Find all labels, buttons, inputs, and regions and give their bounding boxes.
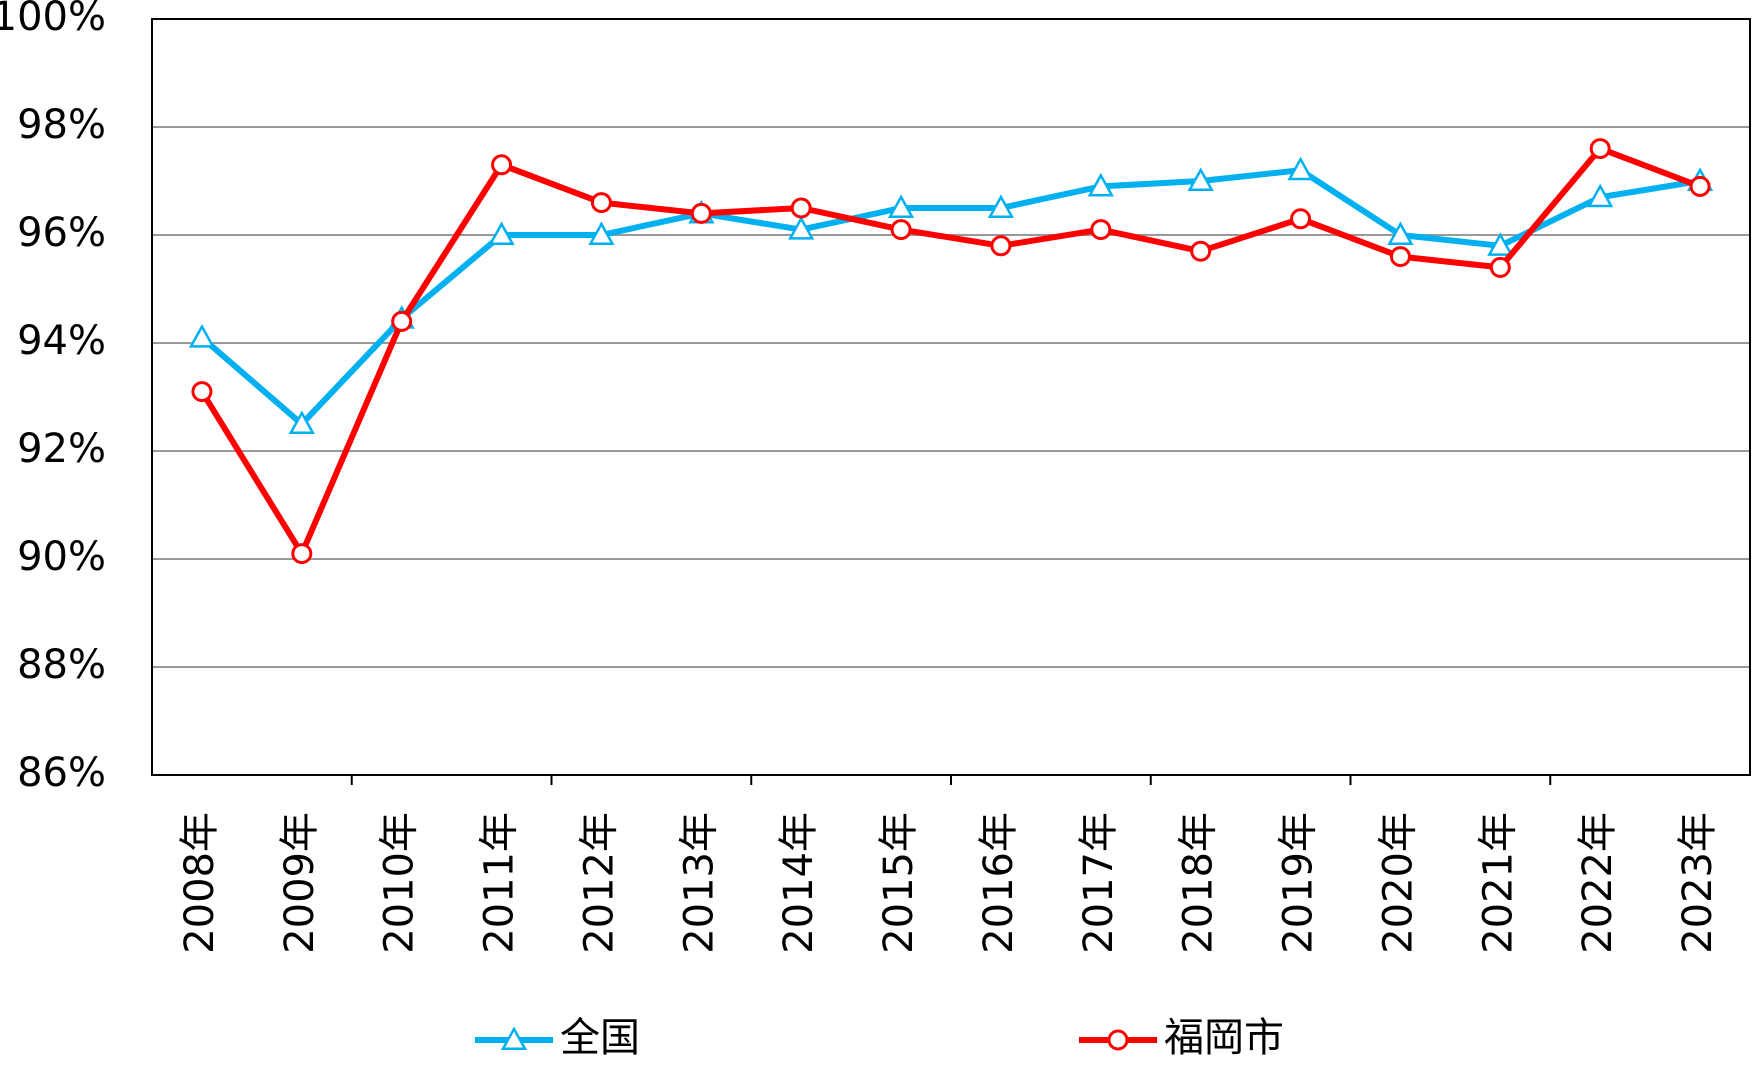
y-tick-label: 90% xyxy=(17,534,106,580)
legend-marker xyxy=(500,1026,528,1051)
x-tick-label: 2020年 xyxy=(1375,812,1421,954)
data-point xyxy=(690,202,712,224)
data-point xyxy=(1387,221,1414,246)
y-tick-label: 88% xyxy=(17,642,106,688)
data-point xyxy=(588,221,615,246)
x-tick-label: 2012年 xyxy=(576,812,622,954)
series-line xyxy=(199,167,1701,427)
series-line xyxy=(199,145,1702,557)
x-tick-label: 2013年 xyxy=(676,812,722,954)
data-point xyxy=(1487,232,1514,256)
y-tick-label: 96% xyxy=(17,210,106,256)
data-point xyxy=(1489,256,1511,278)
y-tick-label: 94% xyxy=(17,318,106,364)
data-point xyxy=(790,197,812,219)
data-point xyxy=(1190,240,1212,262)
x-tick-label: 2019年 xyxy=(1276,812,1322,954)
x-tick-label: 2021年 xyxy=(1475,812,1521,954)
legend-label: 福岡市 xyxy=(1164,1015,1284,1061)
data-point xyxy=(987,194,1015,219)
data-point xyxy=(288,410,315,435)
y-tick-label: 100% xyxy=(0,0,106,40)
x-tick-label: 2008年 xyxy=(177,812,223,954)
data-point xyxy=(788,216,815,240)
data-point xyxy=(1287,156,1314,181)
data-point xyxy=(990,235,1012,257)
x-tick-label: 2017年 xyxy=(1076,812,1122,954)
data-point xyxy=(887,194,915,219)
x-tick-label: 2010年 xyxy=(377,812,423,954)
data-point xyxy=(1290,208,1312,230)
data-point xyxy=(1087,172,1114,197)
data-point xyxy=(391,310,413,332)
plot-frame xyxy=(151,18,1751,776)
x-tick-label: 2018年 xyxy=(1176,812,1222,954)
x-tick-label: 2022年 xyxy=(1575,812,1621,954)
data-point xyxy=(188,324,216,348)
x-tick-label: 2014年 xyxy=(776,812,822,954)
data-point xyxy=(1187,167,1214,192)
data-point xyxy=(488,221,515,246)
data-point xyxy=(1689,175,1711,197)
x-tick-label: 2009年 xyxy=(277,812,323,954)
y-tick-label: 98% xyxy=(17,102,106,148)
x-tick-label: 2015年 xyxy=(876,812,922,954)
y-tick-label: 86% xyxy=(17,750,106,796)
x-tick-label: 2016年 xyxy=(976,812,1022,954)
data-point xyxy=(890,219,912,241)
data-point xyxy=(1587,183,1614,208)
data-point xyxy=(590,192,612,214)
legend-marker xyxy=(1107,1029,1129,1051)
data-point xyxy=(1389,246,1411,268)
x-tick-label: 2011年 xyxy=(477,812,523,954)
data-point xyxy=(1589,138,1611,160)
y-tick-label: 92% xyxy=(17,426,106,472)
data-point xyxy=(191,381,213,403)
data-point xyxy=(491,154,513,176)
legend-label: 全国 xyxy=(560,1015,640,1061)
x-tick-label: 2023年 xyxy=(1675,812,1721,954)
data-point xyxy=(291,543,313,565)
data-point xyxy=(1090,219,1112,241)
